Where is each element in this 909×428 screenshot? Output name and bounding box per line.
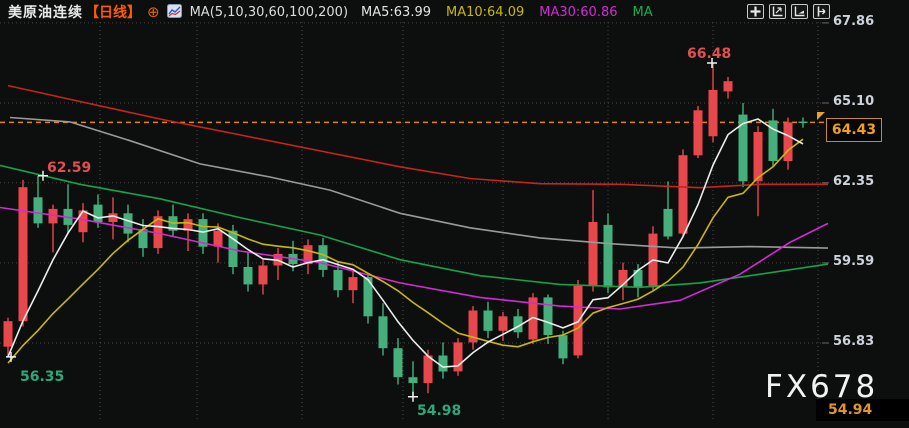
candle — [603, 213, 613, 294]
candle — [393, 338, 403, 385]
candle — [123, 204, 133, 243]
candle — [483, 301, 493, 339]
candle — [273, 248, 283, 280]
symbol-name: 美原油连续 — [8, 5, 83, 21]
candle — [783, 117, 793, 170]
candle — [723, 76, 733, 99]
candle — [618, 262, 628, 301]
candle — [558, 330, 568, 365]
price-annotation: 54.98 — [417, 403, 461, 419]
y-axis-label: 56.83 — [833, 334, 875, 349]
candle — [3, 317, 13, 357]
candle — [693, 105, 703, 159]
candle — [243, 252, 253, 292]
candle — [513, 309, 523, 339]
candle — [708, 63, 718, 143]
ma10-line — [7, 138, 804, 364]
current-price-label: 64.43 — [826, 118, 882, 142]
target-add-icon[interactable]: ⊕ — [147, 2, 160, 21]
candle — [738, 103, 748, 188]
price-marker-cross — [38, 170, 48, 181]
price-marker-cross — [408, 391, 418, 402]
candle — [318, 237, 328, 278]
current-price-pointer — [817, 112, 825, 120]
chart-header: 美原油连续 【日线】 ⊕ MA(5,10,30,60,100,200) MA5:… — [0, 0, 909, 24]
candle — [168, 204, 178, 237]
y-axis-label: 62.35 — [833, 174, 875, 189]
candle — [768, 108, 778, 167]
candle — [363, 274, 373, 324]
candle — [678, 149, 688, 237]
candle — [798, 117, 808, 128]
candle — [348, 271, 358, 304]
ma-more-label: MA — [632, 4, 653, 20]
ma60-line — [0, 164, 829, 289]
price-marker-cross — [6, 351, 16, 362]
candle — [48, 204, 58, 253]
pan-right-icon[interactable] — [813, 4, 830, 19]
candle — [378, 303, 388, 356]
price-marker-cross — [707, 58, 717, 68]
price-annotation: 56.35 — [20, 369, 64, 385]
ma5-line — [7, 118, 804, 368]
ma5-value-label: MA5:63.99 — [361, 4, 431, 20]
watermark: FX678 — [765, 369, 879, 405]
candle — [438, 342, 448, 379]
ma100-line — [9, 116, 829, 249]
y-axis-label: 59.59 — [833, 254, 875, 269]
price-annotation: 62.59 — [47, 160, 91, 176]
candle — [543, 294, 553, 344]
candle — [498, 311, 508, 341]
candle — [183, 213, 193, 251]
price-annotation: 66.48 — [687, 46, 731, 62]
candle — [648, 226, 658, 291]
candle — [108, 197, 118, 240]
bottom-price-label: 54.94 — [816, 399, 909, 421]
y-axis-label: 65.10 — [833, 94, 875, 109]
ma30-value-label: MA30:60.86 — [539, 4, 618, 20]
candle — [468, 306, 478, 350]
candle — [753, 126, 763, 217]
candle — [33, 175, 43, 228]
candle — [528, 293, 538, 344]
candle — [303, 239, 313, 275]
axis-marker-icon[interactable] — [791, 4, 808, 19]
candle — [573, 280, 583, 359]
y-axis-label: 67.86 — [833, 14, 875, 29]
axis-zoom-icon[interactable] — [769, 4, 786, 19]
chart-toolbar — [747, 4, 830, 19]
candle — [63, 184, 73, 234]
candle — [213, 223, 223, 263]
period-label[interactable]: 【日线】 — [85, 5, 141, 21]
crosshair-icon[interactable] — [747, 4, 764, 19]
candle — [258, 259, 268, 295]
candle — [18, 179, 28, 327]
ma10-value-label: MA10:64.09 — [446, 4, 525, 20]
candle — [408, 361, 418, 397]
candle — [588, 190, 598, 292]
candle — [453, 338, 463, 376]
candle — [78, 203, 88, 243]
ma30-line — [0, 206, 829, 310]
ma-settings-label: MA(5,10,30,60,100,200) — [189, 4, 349, 20]
candle — [663, 181, 673, 240]
ma200-line — [7, 84, 828, 189]
candle — [198, 213, 208, 254]
indicator-settings-icon[interactable] — [166, 3, 182, 22]
candle — [153, 210, 163, 254]
